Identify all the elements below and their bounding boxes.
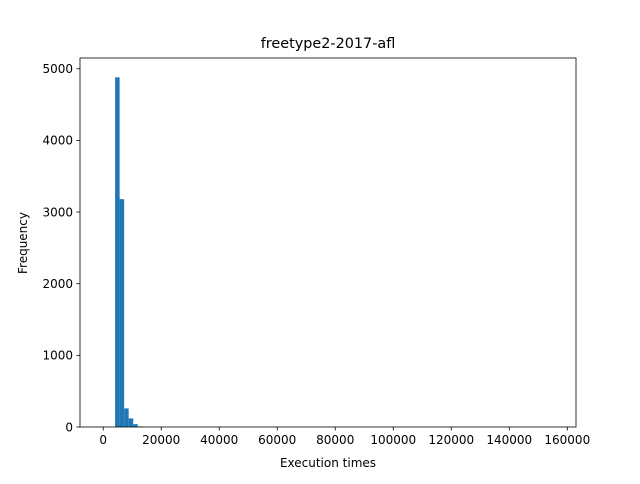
x-axis-label: Execution times [280,456,376,470]
chart-title: freetype2-2017-afl [261,36,396,52]
histogram-bar-2 [124,408,129,427]
x-tick-label-5: 100000 [370,433,416,447]
y-axis-ticks: 0 1000 2000 3000 4000 5000 [42,62,80,434]
histogram-bar-4 [133,424,138,427]
x-tick-label-3: 60000 [258,433,296,447]
y-tick-label-1: 1000 [42,349,73,363]
y-tick-label-5: 5000 [42,62,73,76]
x-axis-ticks: 0 20000 40000 60000 80000 100000 120000 140000 1… [99,427,590,447]
x-tick-label-0: 0 [99,433,107,447]
x-tick-label-8: 160000 [544,433,590,447]
x-tick-label-2: 40000 [200,433,238,447]
y-tick-label-4: 4000 [42,134,73,148]
histogram-bar-1 [119,199,125,427]
x-tick-label-6: 120000 [428,433,474,447]
x-tick-label-4: 80000 [316,433,354,447]
histogram-bar-3 [128,418,134,427]
y-tick-label-3: 3000 [42,205,73,219]
histogram-bar-0 [115,77,120,427]
x-tick-label-1: 20000 [142,433,180,447]
y-tick-label-2: 2000 [42,277,73,291]
y-axis-label: Frequency [16,212,30,274]
y-tick-label-0: 0 [65,420,73,434]
plot-frame [79,57,577,428]
x-tick-label-7: 140000 [486,433,532,447]
bars-group [115,77,143,427]
